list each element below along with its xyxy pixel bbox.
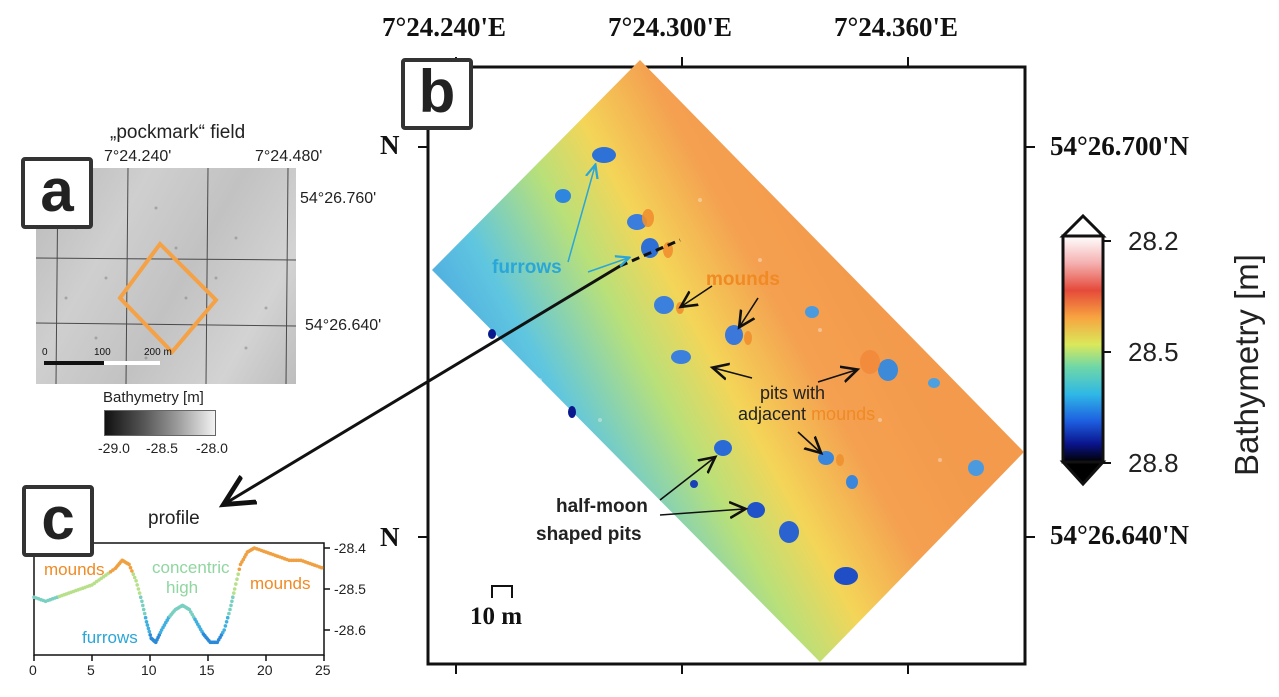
profile-point bbox=[224, 620, 229, 624]
panel-a-highlight-box bbox=[117, 240, 219, 355]
profile-point bbox=[228, 607, 232, 612]
profile-point bbox=[130, 569, 134, 573]
profile-label-concentric: concentric bbox=[152, 558, 230, 577]
scalebar-label-100: 100 bbox=[94, 347, 111, 358]
panel-a-colorbar-tick-3: -28.0 bbox=[196, 440, 228, 456]
annotation-pits-line2: adjacent mounds bbox=[738, 404, 875, 425]
profile-x-tick-20: 20 bbox=[257, 662, 273, 678]
profile-point bbox=[223, 624, 228, 628]
bathymetry-swath bbox=[432, 60, 1024, 662]
profile-x-tick-0: 0 bbox=[29, 662, 37, 678]
panel-a-colorbar-title: Bathymetry [m] bbox=[103, 389, 204, 406]
profile-point bbox=[319, 565, 324, 570]
panel-c-title: profile bbox=[148, 508, 200, 529]
panel-a-lat-tick-2: 54°26.640' bbox=[305, 317, 382, 334]
panel-b-lon-tick-1: 7°24.240'E bbox=[382, 12, 507, 42]
mounds bbox=[642, 209, 880, 466]
profile-point bbox=[128, 565, 133, 570]
profile-point bbox=[236, 572, 240, 576]
scale-label: 10 m bbox=[470, 603, 523, 630]
profile-point bbox=[135, 583, 139, 587]
profile-point bbox=[147, 629, 152, 634]
profile-x-tick-15: 15 bbox=[199, 662, 215, 678]
profile-x-tick-10: 10 bbox=[141, 662, 157, 678]
profile-point bbox=[143, 615, 148, 620]
panel-a-colorbar bbox=[104, 410, 216, 436]
profile-point bbox=[229, 603, 233, 608]
profile-y-tick-1: -28.4 bbox=[334, 540, 366, 556]
profile-point bbox=[148, 633, 152, 637]
panel-a-title: „pockmark“ field bbox=[110, 122, 246, 143]
scalebar-label-0: 0 bbox=[42, 347, 48, 358]
panel-a-lon-tick-2: 7°24.480' bbox=[255, 148, 323, 165]
panel-b-label: b bbox=[401, 58, 473, 130]
profile-point bbox=[144, 620, 149, 624]
panel-b-left-lat-letter-1: N bbox=[380, 130, 400, 160]
profile-point bbox=[230, 599, 234, 604]
panel-a-lon-tick-1: 7°24.240' bbox=[104, 148, 172, 165]
panel-a-label: a bbox=[21, 157, 93, 229]
profile-y-tick-2: -28.5 bbox=[334, 581, 366, 597]
profile-point bbox=[137, 591, 142, 595]
pits bbox=[488, 147, 984, 585]
profile-point bbox=[138, 595, 143, 599]
colorbar-tick-2: 28.5 bbox=[1128, 337, 1179, 367]
profile-point bbox=[134, 579, 138, 583]
profile-line bbox=[619, 238, 681, 268]
annotation-pits-line1: pits with bbox=[760, 383, 826, 403]
profile-point bbox=[232, 591, 236, 595]
profile-label-mounds-left: mounds bbox=[44, 560, 105, 579]
profile-point bbox=[237, 567, 242, 572]
profile-x-tick-25: 25 bbox=[315, 662, 331, 678]
profile-point bbox=[141, 603, 145, 608]
colorbar-tick-1: 28.2 bbox=[1128, 226, 1179, 256]
scale-bracket bbox=[491, 585, 513, 598]
panel-c-label: c bbox=[22, 485, 94, 557]
profile-label-mounds-right: mounds bbox=[250, 574, 311, 593]
profile-point bbox=[146, 626, 151, 631]
profile-point bbox=[235, 577, 239, 581]
profile-point bbox=[227, 611, 231, 616]
profile-y-tick-3: -28.6 bbox=[334, 622, 366, 638]
panel-a-colorbar-tick-2: -28.5 bbox=[146, 440, 178, 456]
annotation-halfmoon-line1: half-moon bbox=[556, 496, 648, 517]
annotation-adjacent: adjacent bbox=[738, 404, 812, 424]
panel-b-colorbar bbox=[1059, 213, 1111, 487]
profile-label-furrows: furrows bbox=[82, 628, 138, 647]
annotation-halfmoon-line2: shaped pits bbox=[536, 524, 642, 545]
profile-point bbox=[140, 599, 144, 604]
panel-a-colorbar-tick-1: -29.0 bbox=[98, 440, 130, 456]
annotation-mounds: mounds bbox=[706, 269, 780, 290]
scalebar-label-200: 200 m bbox=[144, 347, 172, 358]
profile-point bbox=[145, 623, 150, 627]
annotation-furrows: furrows bbox=[492, 257, 562, 278]
profile-point bbox=[142, 611, 147, 616]
profile-point bbox=[231, 595, 235, 599]
colorbar-tick-3: 28.8 bbox=[1128, 448, 1179, 478]
profile-point bbox=[131, 572, 136, 576]
profile-label-high: high bbox=[166, 578, 199, 597]
panel-b-lon-tick-3: 7°24.360'E bbox=[834, 12, 959, 42]
panel-b-left-lat-letter-2: N bbox=[380, 522, 400, 552]
annotation-adjacent-mounds: mounds bbox=[811, 404, 876, 424]
panel-b-lon-tick-2: 7°24.300'E bbox=[608, 12, 733, 42]
profile-point bbox=[132, 575, 137, 580]
profile-point bbox=[232, 587, 237, 591]
profile-point bbox=[136, 587, 141, 591]
profile-point bbox=[225, 615, 230, 620]
profile-point bbox=[222, 628, 226, 632]
panel-a-lat-tick-1: 54°26.760' bbox=[300, 190, 377, 207]
panel-b-lat-tick-2: 54°26.640'N bbox=[1050, 520, 1190, 550]
profile-point bbox=[127, 562, 131, 567]
profile-point bbox=[234, 582, 238, 586]
profile-point bbox=[141, 607, 146, 612]
profile-x-tick-5: 5 bbox=[87, 662, 95, 678]
panel-b-lat-tick-1: 54°26.700'N bbox=[1050, 131, 1190, 161]
